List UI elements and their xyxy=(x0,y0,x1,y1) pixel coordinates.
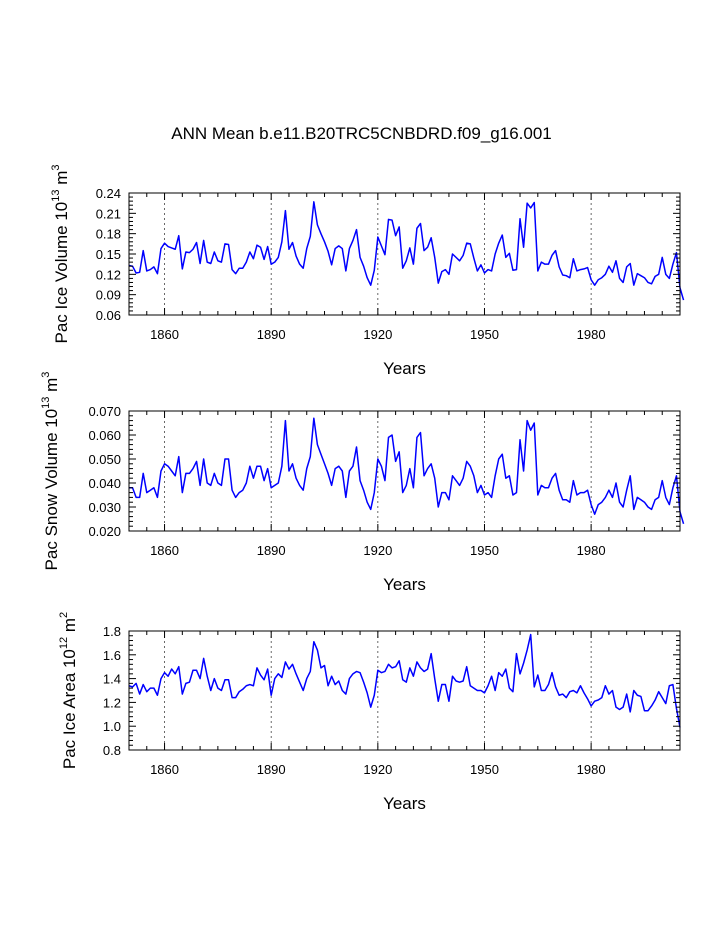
y-tick-label: 0.09 xyxy=(96,288,121,303)
x-tick-label: 1890 xyxy=(257,762,286,777)
y-tick-label: 0.12 xyxy=(96,267,121,282)
x-tick-label: 1980 xyxy=(577,762,606,777)
y-tick-label: 1.4 xyxy=(103,672,121,687)
y-tick-label: 1.0 xyxy=(103,719,121,734)
y-tick-label: 0.18 xyxy=(96,227,121,242)
y-axis-title: Pac Ice Volume 1013 m3 xyxy=(50,164,71,343)
plot-frame xyxy=(128,630,681,751)
y-tick-label: 0.060 xyxy=(88,428,121,443)
x-tick-label: 1890 xyxy=(257,543,286,558)
y-tick-label: 1.2 xyxy=(103,695,121,710)
x-tick-label: 1980 xyxy=(577,543,606,558)
ice-area-chart: 1860 1890 1920 1950 1980 0.8 1.0 1.2 1.4 1.6 1.8 Ye… xyxy=(58,612,681,813)
y-axis-title: Pac Snow Volume 1013 m3 xyxy=(40,372,61,571)
x-tick-label: 1980 xyxy=(577,327,606,342)
y-tick-label: 0.24 xyxy=(96,186,121,201)
plot-frame xyxy=(128,410,681,532)
x-tick-label: 1860 xyxy=(150,327,179,342)
x-tick-label: 1950 xyxy=(470,762,499,777)
x-tick-label: 1950 xyxy=(470,327,499,342)
x-tick-label: 1890 xyxy=(257,327,286,342)
y-tick-label: 0.8 xyxy=(103,743,121,758)
y-tick-label: 1.6 xyxy=(103,648,121,663)
x-tick-label: 1950 xyxy=(470,543,499,558)
data-series-line xyxy=(128,201,685,301)
x-tick-label: 1860 xyxy=(150,762,179,777)
y-tick-label: 0.070 xyxy=(88,404,121,419)
data-series-line xyxy=(129,417,685,525)
snow-volume-chart: 1860 1890 1920 1950 1980 0.020 0.030 0.040 0.050… xyxy=(40,372,685,594)
y-tick-label: 0.020 xyxy=(88,524,121,539)
y-tick-label: 0.15 xyxy=(96,247,121,262)
y-axis-title: Pac Ice Area 1012 m2 xyxy=(58,612,79,769)
x-tick-label: 1860 xyxy=(150,543,179,558)
figure-title: ANN Mean b.e11.B20TRC5CNBDRD.f09_g16.001 xyxy=(171,124,552,143)
x-axis-title: Years xyxy=(383,794,426,813)
x-tick-label: 1920 xyxy=(363,327,392,342)
y-tick-label: 0.21 xyxy=(96,206,121,221)
ice-volume-chart: 1860 1890 1920 1950 1980 0.06 0.09 0.12 0.15 0.18… xyxy=(50,164,685,378)
data-series-line xyxy=(128,633,681,728)
x-tick-label: 1920 xyxy=(363,543,392,558)
x-axis-title: Years xyxy=(383,575,426,594)
y-tick-label: 1.8 xyxy=(103,624,121,639)
y-tick-label: 0.06 xyxy=(96,308,121,323)
x-tick-label: 1920 xyxy=(363,762,392,777)
y-tick-label: 0.050 xyxy=(88,452,121,467)
y-tick-label: 0.030 xyxy=(88,500,121,515)
x-axis-title: Years xyxy=(383,359,426,378)
y-tick-label: 0.040 xyxy=(88,476,121,491)
